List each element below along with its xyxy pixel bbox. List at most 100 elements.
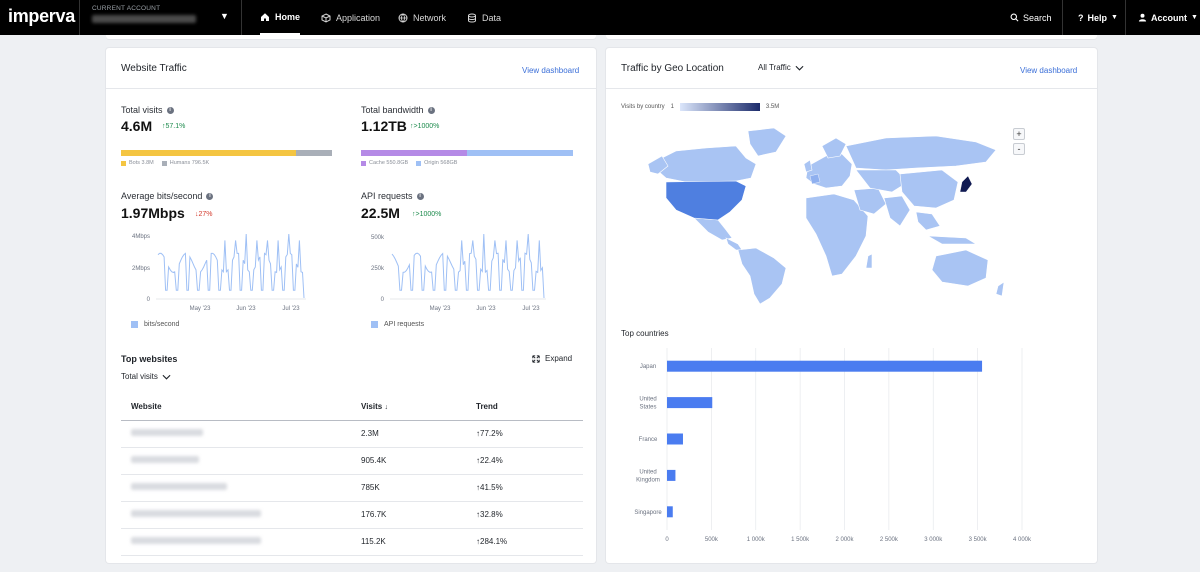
card-divider [106,88,596,89]
help-icon: ? [1078,12,1084,23]
bots-swatch [121,160,126,166]
map-united-states[interactable] [665,180,747,221]
account-switcher[interactable]: CURRENT ACCOUNT ▼ [92,5,232,31]
chevron-down-icon [162,374,171,380]
x-tick-label: Jul '23 [522,306,540,312]
bar-singapore[interactable] [667,506,673,518]
map-indonesia[interactable] [927,235,978,245]
tab-home[interactable]: Home [260,0,300,35]
api-requests-chart: 500k 250k 0 May '23 Jun '23 Jul '23 [371,233,546,312]
website-traffic-card: Website Traffic View dashboard Total vis… [106,48,596,563]
map-india[interactable] [883,195,911,227]
map-france[interactable] [809,173,821,185]
info-icon[interactable]: i [416,192,424,200]
nav-divider [1125,0,1126,35]
table-row[interactable]: 2.3M ↑77.2% [121,420,583,448]
map-greenland[interactable] [747,127,787,157]
legend-max: 3.5M [765,104,780,110]
search-button[interactable]: Search [1010,0,1052,35]
avg-bits-value: 1.97Mbps [121,205,185,221]
table-row[interactable]: 176.7K ↑32.8% [121,501,583,529]
x-tick-label: 1 000k [747,537,766,543]
tab-network[interactable]: Network [398,0,446,35]
chevron-down-icon [795,65,804,71]
current-account-label: CURRENT ACCOUNT [92,5,161,12]
top-websites-metric-dropdown[interactable]: Total visits [121,372,171,381]
x-tick-label: 2 000k [835,537,854,543]
map-china[interactable] [899,169,959,209]
total-bandwidth-delta: ↑>1000% [410,123,440,130]
trend-cell: ↑41.5% [476,474,583,502]
tab-application-label: Application [336,12,381,23]
total-bandwidth-label-text: Total bandwidth [361,105,424,115]
zoom-in-button[interactable]: + [1013,128,1025,140]
legend-origin-label: Origin 568GB [424,160,458,166]
bar-japan[interactable] [667,360,983,372]
website-cell-redacted[interactable] [121,420,361,448]
map-central-asia[interactable] [855,169,909,193]
y-tick-label: 0 [381,297,385,303]
dropdown-label: Total visits [121,372,158,381]
info-icon[interactable]: i [427,106,435,114]
column-trend[interactable]: Trend [476,393,583,421]
y-tick-label: 250k [371,266,385,272]
view-dashboard-link[interactable]: View dashboard [1020,66,1078,75]
legend-gradient [679,103,760,111]
y-category-label: United States [639,397,656,411]
help-menu[interactable]: ? Help ▼ [1078,0,1118,35]
origin-swatch [416,160,422,166]
map-madagascar[interactable] [865,253,873,269]
x-tick-label: May '23 [430,306,451,312]
column-visits[interactable]: Visits ↓ [361,393,476,421]
map-russia[interactable] [845,135,997,171]
map-new-zealand[interactable] [995,281,1005,297]
map-southeast-asia[interactable] [915,211,941,231]
map-central-america[interactable] [725,237,743,251]
zoom-out-button[interactable]: - [1013,143,1025,155]
table-row[interactable]: 115.2K ↑284.1% [121,528,583,556]
tab-data[interactable]: Data [467,0,501,35]
legend-humans: Humans 796.5K [161,160,209,166]
api-legend: API requests [371,321,424,328]
map-mexico[interactable] [693,217,733,241]
map-canada[interactable] [655,145,757,185]
website-cell-redacted[interactable] [121,501,361,529]
expand-button[interactable]: Expand [532,354,572,363]
table-row[interactable]: 905.4K ↑22.4% [121,447,583,475]
globe-icon [398,13,408,22]
tab-application[interactable]: Application [321,0,380,35]
map-uk[interactable] [803,159,813,173]
account-menu[interactable]: Account ▼ [1138,0,1198,35]
visits-cell: 176.7K [361,501,476,529]
table-row[interactable]: 785K ↑41.5% [121,474,583,502]
bar-france[interactable] [667,433,683,445]
traffic-filter-dropdown[interactable]: All Traffic [758,63,804,72]
imperva-logo[interactable]: imperva [8,6,75,26]
search-icon [1010,13,1019,22]
total-visits-value: 4.6M [121,118,153,134]
bar-united-states[interactable] [667,397,713,409]
map-australia[interactable] [931,249,989,287]
map-south-america[interactable] [737,247,787,305]
expand-label: Expand [545,354,573,363]
info-icon[interactable]: i [166,106,174,114]
previous-card-bottom [106,35,596,39]
x-tick-label: 500k [705,537,719,543]
map-africa[interactable] [805,193,869,277]
info-icon[interactable]: i [206,192,214,200]
world-choropleth-map[interactable] [646,126,1016,306]
y-tick-label: 4Mbps [132,234,150,240]
map-japan[interactable] [959,175,973,193]
website-cell-redacted[interactable] [121,447,361,475]
trend-cell: ↑284.1% [476,528,583,556]
view-dashboard-link[interactable]: View dashboard [522,66,580,75]
map-alaska[interactable] [647,155,669,175]
bar-united-kingdom[interactable] [667,469,676,481]
website-cell-redacted[interactable] [121,474,361,502]
column-website[interactable]: Website [121,393,361,421]
legend-title: Visits by country [621,104,665,110]
website-cell-redacted[interactable] [121,528,361,556]
map-scandinavia[interactable] [821,137,847,159]
x-tick-label: Jun '23 [236,306,256,312]
api-requests-delta: ↑>1000% [412,211,442,218]
